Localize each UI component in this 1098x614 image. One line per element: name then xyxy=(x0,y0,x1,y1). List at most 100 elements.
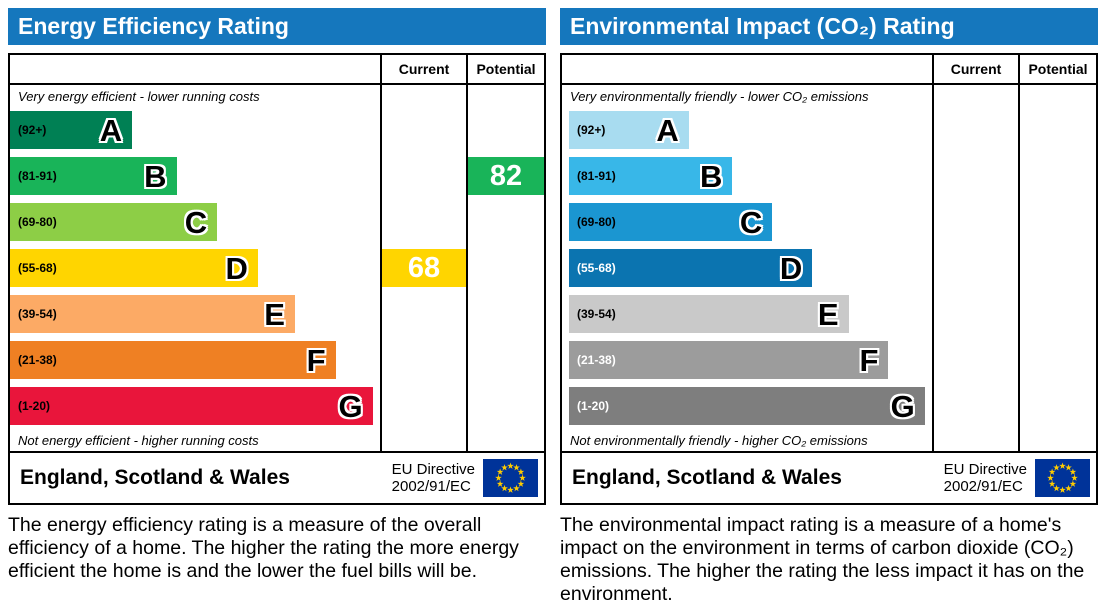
band-letter: C xyxy=(184,204,208,240)
eu-directive-label: EU Directive 2002/91/EC xyxy=(943,460,1027,495)
co2-band-d: (55-68) D xyxy=(569,249,813,287)
current-column-header: Current xyxy=(934,55,1018,85)
band-letter: G xyxy=(890,388,915,424)
eu-directive-label: EU Directive 2002/91/EC xyxy=(391,460,475,495)
band-row: (55-68) D xyxy=(10,245,380,291)
corner-cell xyxy=(562,55,932,85)
band-letter: F xyxy=(306,342,326,378)
energy-bottom-note: Not energy efficient - higher running co… xyxy=(18,432,259,448)
environmental-impact-chart: Very environmentally friendly - lower CO… xyxy=(560,53,1098,453)
co2-band-e: (39-54) E xyxy=(569,295,849,333)
potential-slot xyxy=(1020,291,1096,337)
energy-footer: England, Scotland & Wales EU Directive 2… xyxy=(8,453,546,505)
band-row: (21-38) F xyxy=(10,337,380,383)
potential-slot xyxy=(1020,199,1096,245)
potential-slot: 82 xyxy=(468,153,544,199)
energy-top-note: Very energy efficient - lower running co… xyxy=(18,88,260,104)
current-slot xyxy=(934,199,1018,245)
band-letter: G xyxy=(338,388,363,424)
energy-band-f: (21-38) F xyxy=(10,341,336,379)
energy-current-column: Current 68 xyxy=(380,55,466,451)
band-letter: B xyxy=(699,158,723,194)
energy-band-d: (55-68) D xyxy=(10,249,258,287)
band-letter: A xyxy=(99,112,123,148)
band-row: (92+) A xyxy=(562,107,932,153)
band-range: (55-68) xyxy=(577,261,616,275)
band-range: (39-54) xyxy=(18,307,57,321)
potential-slot xyxy=(468,107,544,153)
energy-band-g: (1-20) G xyxy=(10,387,373,425)
band-row: (92+) A xyxy=(10,107,380,153)
co2-band-c: (69-80) C xyxy=(569,203,773,241)
band-range: (55-68) xyxy=(18,261,57,275)
current-slot xyxy=(934,107,1018,153)
region-label: England, Scotland & Wales xyxy=(572,466,842,489)
potential-slot xyxy=(1020,383,1096,429)
eu-flag-icon xyxy=(1035,459,1090,497)
environmental-impact-title: Environmental Impact (CO₂) Rating xyxy=(560,8,1098,45)
band-range: (21-38) xyxy=(577,353,616,367)
band-row: (69-80) C xyxy=(10,199,380,245)
environmental-potential-column: Potential xyxy=(1018,55,1096,451)
current-slot xyxy=(934,153,1018,199)
energy-efficiency-panel: Energy Efficiency Rating Very energy eff… xyxy=(8,8,546,606)
band-row: (21-38) F xyxy=(562,337,932,383)
band-letter: E xyxy=(817,296,839,332)
region-label: England, Scotland & Wales xyxy=(20,466,290,489)
environmental-description: The environmental impact rating is a mea… xyxy=(560,514,1085,605)
band-range: (81-91) xyxy=(577,169,616,183)
energy-description: The energy efficiency rating is a measur… xyxy=(8,514,519,582)
potential-slot xyxy=(468,199,544,245)
current-slot xyxy=(934,337,1018,383)
band-letter: D xyxy=(779,250,803,286)
current-slot xyxy=(382,291,466,337)
energy-band-b: (81-91) B xyxy=(10,157,177,195)
band-range: (69-80) xyxy=(18,215,57,229)
environmental-bottom-note: Not environmentally friendly - higher CO… xyxy=(570,432,868,448)
environmental-top-note: Very environmentally friendly - lower CO… xyxy=(570,88,869,104)
band-range: (39-54) xyxy=(577,307,616,321)
energy-band-e: (39-54) E xyxy=(10,295,295,333)
current-slot xyxy=(382,153,466,199)
current-slot xyxy=(382,107,466,153)
corner-cell xyxy=(10,55,380,85)
potential-rating-value: 82 xyxy=(468,157,544,195)
environmental-footer: England, Scotland & Wales EU Directive 2… xyxy=(560,453,1098,505)
band-row: (81-91) B xyxy=(562,153,932,199)
band-range: (69-80) xyxy=(577,215,616,229)
current-rating-value: 68 xyxy=(382,249,466,287)
epc-rating-charts: Energy Efficiency Rating Very energy eff… xyxy=(8,8,1098,606)
potential-column-header: Potential xyxy=(1020,55,1096,85)
current-slot: 68 xyxy=(382,245,466,291)
band-range: (1-20) xyxy=(577,399,610,413)
band-range: (92+) xyxy=(577,123,606,137)
band-letter: F xyxy=(859,342,879,378)
current-slot xyxy=(934,383,1018,429)
band-row: (1-20) G xyxy=(10,383,380,429)
current-slot xyxy=(934,245,1018,291)
potential-slot xyxy=(1020,153,1096,199)
current-slot xyxy=(382,337,466,383)
potential-slot xyxy=(468,291,544,337)
band-letter: B xyxy=(144,158,167,194)
band-letter: D xyxy=(225,250,248,286)
potential-column-header: Potential xyxy=(468,55,544,85)
co2-band-f: (21-38) F xyxy=(569,341,889,379)
current-slot xyxy=(934,291,1018,337)
potential-slot xyxy=(468,337,544,383)
eu-flag-icon xyxy=(483,459,538,497)
band-letter: A xyxy=(656,112,679,148)
band-row: (39-54) E xyxy=(562,291,932,337)
co2-band-a: (92+) A xyxy=(569,111,689,149)
band-range: (21-38) xyxy=(18,353,57,367)
environmental-impact-panel: Environmental Impact (CO₂) Rating Very e… xyxy=(560,8,1098,606)
environmental-current-column: Current xyxy=(932,55,1018,451)
energy-band-a: (92+) A xyxy=(10,111,133,149)
band-range: (81-91) xyxy=(18,169,57,183)
energy-efficiency-title: Energy Efficiency Rating xyxy=(8,8,546,45)
current-column-header: Current xyxy=(382,55,466,85)
co2-band-g: (1-20) G xyxy=(569,387,925,425)
potential-slot xyxy=(1020,337,1096,383)
band-range: (1-20) xyxy=(18,399,51,413)
potential-slot xyxy=(1020,107,1096,153)
